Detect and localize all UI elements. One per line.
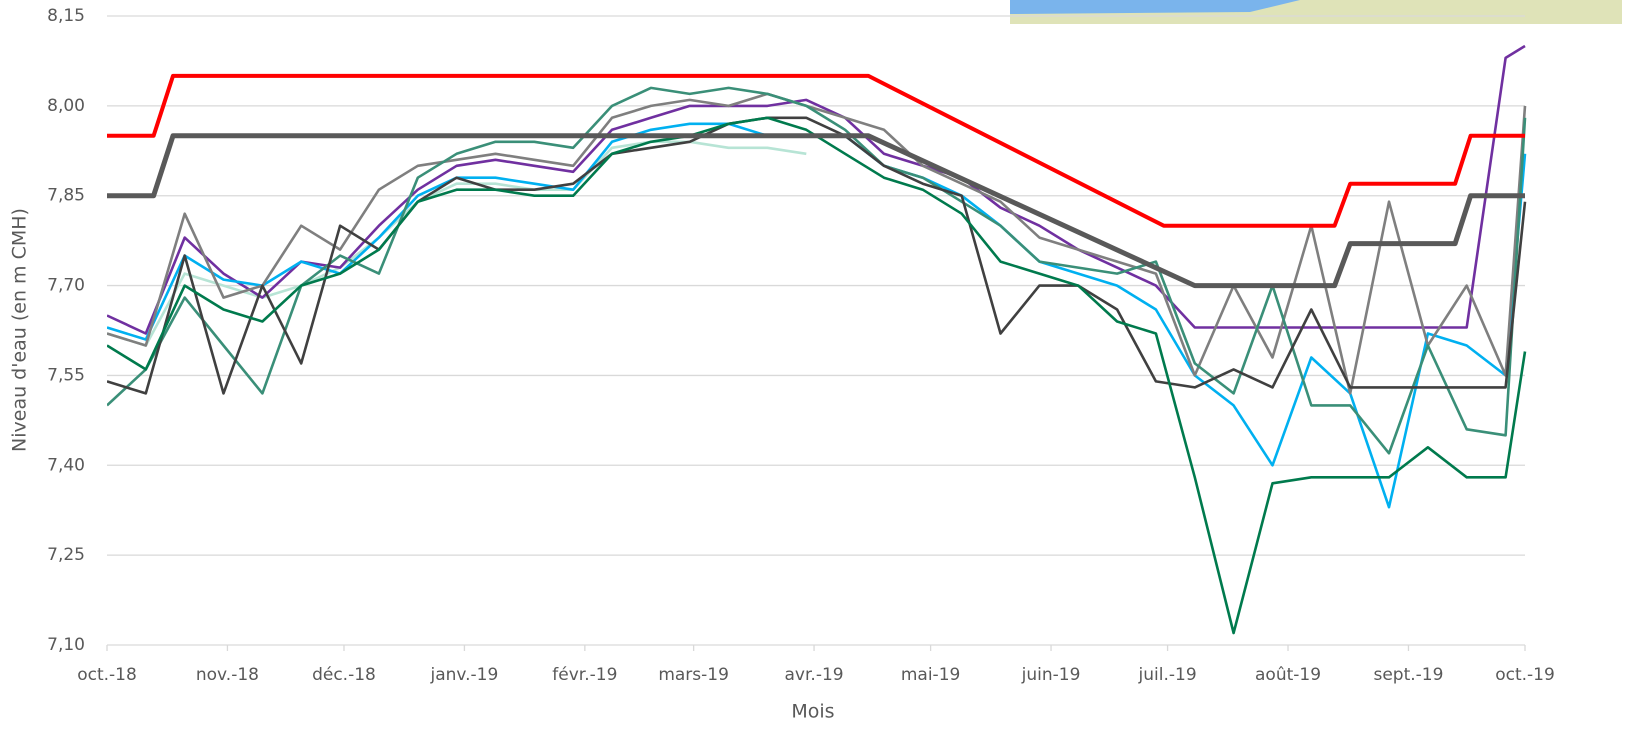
x-axis-label: Mois <box>791 701 834 723</box>
series-line <box>107 88 1525 453</box>
y-tick-label: 7,70 <box>47 276 85 296</box>
y-axis-label: Niveau d'eau (en m CMH) <box>9 208 31 452</box>
y-tick-label: 7,40 <box>47 455 85 475</box>
series-line <box>107 46 1525 334</box>
x-tick-label: août-19 <box>1255 665 1321 685</box>
x-tick-label: oct.-19 <box>1495 665 1555 685</box>
x-tick-label: févr.-19 <box>552 665 617 685</box>
series-line <box>107 118 1525 394</box>
series-line <box>107 124 1525 507</box>
x-tick-label: nov.-18 <box>196 665 259 685</box>
y-tick-label: 8,15 <box>47 6 85 26</box>
series-line <box>107 76 1525 226</box>
y-tick-label: 7,25 <box>47 545 85 565</box>
y-tick-label: 7,10 <box>47 635 85 655</box>
series-line <box>107 142 806 346</box>
y-tick-label: 7,85 <box>47 186 85 206</box>
x-tick-label: janv.-19 <box>429 665 498 685</box>
x-tick-label: juin-19 <box>1021 665 1081 685</box>
y-tick-label: 7,55 <box>47 365 85 385</box>
series-line <box>107 94 1525 394</box>
x-tick-label: mai-19 <box>901 665 960 685</box>
x-tick-label: juil.-19 <box>1138 665 1197 685</box>
series-line <box>107 136 1525 286</box>
x-tick-label: mars-19 <box>658 665 729 685</box>
y-tick-label: 8,00 <box>47 96 85 116</box>
x-tick-label: sept.-19 <box>1373 665 1443 685</box>
chart: Mois Niveau d'eau (en m CMH) 7,10 7,25 7,4… <box>0 0 1632 753</box>
x-tick-label: oct.-18 <box>77 665 137 685</box>
x-tick-label: avr.-19 <box>785 665 844 685</box>
x-tick-label: déc.-18 <box>312 665 376 685</box>
